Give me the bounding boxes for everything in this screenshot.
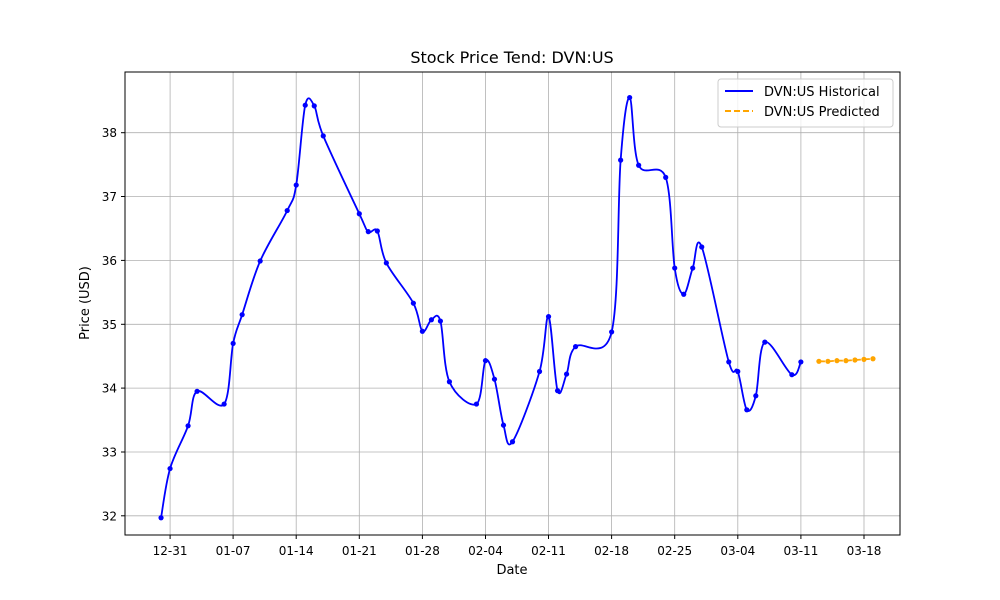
legend: DVN:US Historical DVN:US Predicted — [717, 78, 894, 128]
y-axis: 32 33 34 35 36 37 38 — [102, 126, 125, 523]
x-tick-label: 02-04 — [468, 544, 503, 558]
historical-data-point — [257, 258, 263, 264]
historical-data-point — [491, 376, 498, 382]
historical-data-point — [473, 401, 480, 407]
historical-data-point — [563, 371, 570, 377]
historical-data-point — [230, 340, 236, 347]
predicted-data-point — [870, 356, 876, 362]
historical-data-point — [410, 300, 416, 306]
historical-data-point — [536, 368, 543, 375]
historical-data-point — [374, 228, 380, 234]
y-tick-label: 35 — [102, 318, 117, 332]
x-tick-label: 03-18 — [847, 544, 882, 558]
historical-data-point — [320, 133, 326, 139]
historical-data-point — [699, 244, 705, 250]
y-tick-label: 38 — [102, 126, 117, 140]
x-tick-label: 01-28 — [405, 544, 440, 558]
predicted-data-point — [825, 358, 831, 364]
historical-data-point — [365, 229, 371, 235]
historical-data-point — [627, 94, 633, 101]
historical-data-point — [311, 103, 317, 109]
historical-data-point — [545, 313, 552, 320]
legend-box — [717, 78, 894, 128]
historical-data-point — [185, 423, 191, 429]
x-tick-label: 02-18 — [594, 544, 629, 558]
grid-lines — [125, 72, 900, 535]
y-tick-label: 37 — [102, 190, 117, 204]
historical-data-point — [572, 344, 579, 350]
historical-data-point — [500, 422, 507, 428]
historical-data-point — [509, 439, 516, 445]
y-tick-label: 34 — [102, 382, 117, 396]
predicted-data-point — [861, 356, 867, 362]
x-tick-label: 01-14 — [279, 544, 314, 558]
historical-data-point — [735, 368, 741, 375]
historical-data-point — [356, 211, 362, 217]
historical-data-point — [609, 329, 615, 335]
historical-data-point — [726, 359, 732, 365]
x-tick-label: 03-04 — [720, 544, 755, 558]
legend-historical-label: DVN:US Historical — [764, 85, 880, 100]
y-tick-label: 36 — [102, 254, 117, 268]
historical-data-point — [293, 182, 299, 188]
historical-data-point — [302, 102, 308, 108]
historical-data-point — [383, 260, 389, 266]
historical-data-point — [167, 465, 173, 472]
historical-data-point — [789, 372, 795, 378]
y-tick-label: 32 — [102, 509, 117, 523]
historical-data-point — [158, 515, 164, 521]
x-tick-label: 01-21 — [342, 544, 377, 558]
predicted-data-point — [852, 357, 858, 363]
y-tick-label: 33 — [102, 446, 117, 460]
historical-data-point — [446, 379, 453, 385]
predicted-data-point — [816, 358, 822, 364]
predicted-data-point — [843, 358, 849, 364]
historical-data-point — [284, 207, 290, 214]
historical-data-point — [194, 388, 200, 394]
historical-data-point — [428, 317, 434, 323]
historical-data-point — [663, 174, 669, 180]
historical-data-point — [437, 318, 444, 324]
historical-data-point — [798, 359, 804, 365]
historical-data-point — [672, 265, 678, 271]
plot-frame — [124, 71, 901, 536]
historical-data-point — [762, 339, 768, 345]
historical-data-point — [221, 401, 227, 407]
x-tick-label: 12-31 — [153, 544, 188, 558]
legend-predicted-label: DVN:US Predicted — [764, 105, 880, 120]
y-axis-label: Price (USD) — [78, 266, 93, 340]
historical-data-point — [690, 265, 696, 271]
series-layer — [158, 94, 876, 521]
historical-data-point — [554, 388, 561, 394]
predicted-data-point — [834, 358, 840, 364]
historical-data-point — [681, 291, 687, 297]
historical-data-point — [636, 162, 642, 168]
historical-data-point — [618, 157, 624, 163]
x-tick-label: 03-11 — [783, 544, 818, 558]
x-axis: 12-31 01-07 01-14 01-21 01-28 02-04 02-11 02-18… — [153, 535, 882, 558]
chart-title: Stock Price Tend: DVN:US — [410, 48, 613, 67]
x-tick-label: 02-11 — [531, 544, 566, 558]
historical-data-point — [744, 407, 750, 413]
x-axis-label: Date — [496, 563, 527, 578]
historical-data-point — [482, 358, 489, 364]
x-tick-label: 02-25 — [657, 544, 692, 558]
x-tick-label: 01-07 — [216, 544, 251, 558]
historical-data-point — [419, 328, 425, 334]
historical-data-point — [239, 312, 245, 318]
historical-data-point — [753, 393, 759, 399]
